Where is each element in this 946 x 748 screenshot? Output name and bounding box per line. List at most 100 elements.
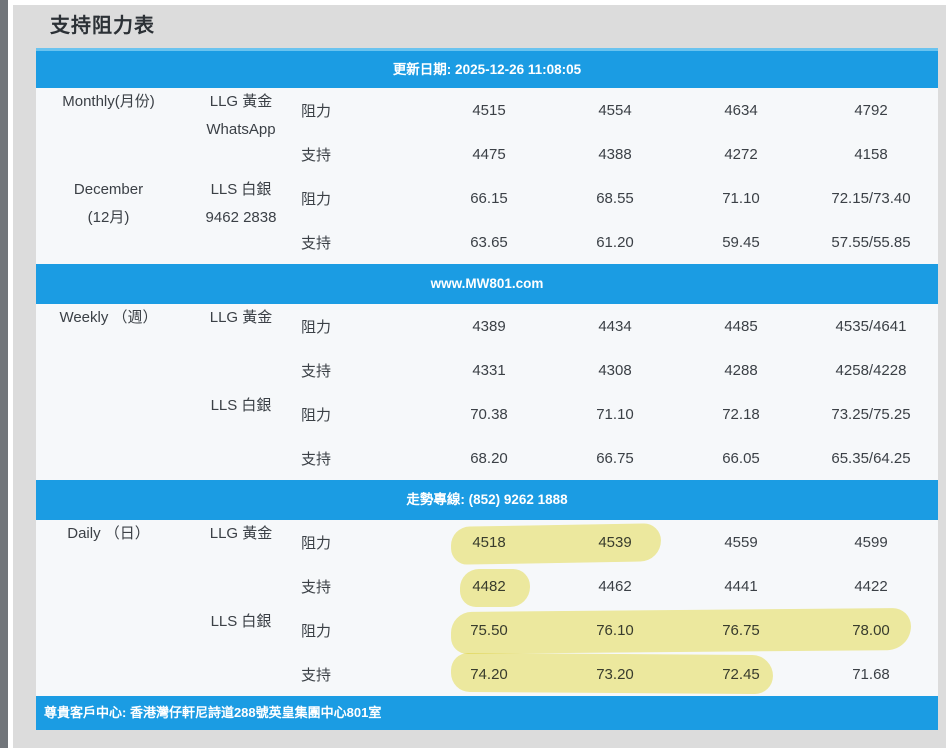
value-cell: 78.00 (852, 621, 890, 639)
hotline-banner: 走勢專線: (852) 9262 1888 (36, 480, 938, 520)
table-row: 支持 4475 4388 4272 4158 (36, 132, 938, 176)
value-cell: 76.10 (596, 621, 634, 639)
value-cell: 4331 (472, 361, 506, 379)
value-cell: 4258/4228 (835, 361, 907, 379)
table-row: 支持 4331 4308 4288 4258/4228 (36, 348, 938, 392)
value-cell: 4475 (472, 145, 506, 163)
row-type-label: 支持 (301, 146, 332, 164)
product-cell: LLS 白銀 (181, 608, 301, 696)
value-cell: 4308 (598, 361, 632, 379)
value-cell: 4434 (598, 317, 632, 335)
value-cell: 4559 (724, 533, 758, 551)
value-cell: 4272 (724, 145, 758, 163)
table-row: LLS 白銀 阻力 75.50 76.10 76.75 78.00 (36, 608, 938, 652)
value-cell: 66.75 (596, 449, 634, 467)
value-cell: 4539 (598, 533, 632, 551)
product-line: LLG 黃金 (209, 93, 273, 110)
period-cell (36, 608, 181, 696)
hotline-text: 走勢專線: (852) 9262 1888 (406, 492, 568, 507)
table-row: 支持 68.20 66.75 66.05 65.35/64.25 (36, 436, 938, 480)
update-date-banner: 更新日期: 2025-12-26 11:08:05 (36, 48, 938, 88)
row-type-label: 阻力 (301, 102, 332, 120)
value-cell: 4389 (472, 317, 506, 335)
value-cell: 75.50 (470, 621, 508, 639)
value-cell: 4422 (854, 577, 888, 595)
support-resistance-table: 更新日期: 2025-12-26 11:08:05 Monthly(月份) LL… (36, 48, 938, 730)
address-banner: 尊貴客戶中心: 香港灣仔軒尼詩道288號英皇集團中心801室 (36, 696, 938, 730)
table-row: Daily （日） LLG 黃金 阻力 4518 4539 4559 4599 (36, 520, 938, 564)
table-row: 支持 63.65 61.20 59.45 57.55/55.85 (36, 220, 938, 264)
value-cell: 4388 (598, 145, 632, 163)
value-cell: 68.55 (596, 189, 634, 207)
value-cell: 4462 (598, 577, 632, 595)
product-cell: LLS 白銀 9462 2838 (181, 176, 301, 264)
product-line: LLG 黃金 (209, 525, 273, 542)
period-cell: Monthly(月份) (36, 88, 181, 176)
value-cell: 72.15/73.40 (831, 189, 911, 207)
left-scroll-strip[interactable] (0, 0, 8, 748)
period-cell: Weekly （週） (36, 304, 181, 392)
daily-section-table: Daily （日） LLG 黃金 阻力 4518 4539 4559 4599 … (36, 520, 938, 696)
value-cell: 61.20 (596, 233, 634, 251)
value-cell: 71.10 (596, 405, 634, 423)
value-cell: 63.65 (470, 233, 508, 251)
value-cell: 72.18 (722, 405, 760, 423)
product-line: LLS 白銀 (210, 181, 272, 198)
row-type-label: 支持 (301, 578, 332, 596)
row-type-label: 阻力 (301, 622, 332, 640)
product-cell: LLG 黃金 WhatsApp (181, 88, 301, 176)
value-cell: 4634 (724, 101, 758, 119)
value-cell: 4485 (724, 317, 758, 335)
value-cell: 57.55/55.85 (831, 233, 911, 251)
value-cell: 65.35/64.25 (831, 449, 911, 467)
value-cell: 73.20 (596, 665, 634, 683)
website-text: www.MW801.com (430, 276, 544, 291)
value-cell: 73.25/75.25 (831, 405, 911, 423)
value-cell: 66.15 (470, 189, 508, 207)
product-line: LLG 黃金 (209, 309, 273, 326)
value-cell: 4792 (854, 101, 888, 119)
row-type-label: 支持 (301, 450, 332, 468)
period-line: Monthly(月份) (62, 93, 155, 110)
website-banner: www.MW801.com (36, 264, 938, 304)
value-cell: 4535/4641 (835, 317, 907, 335)
value-cell: 4515 (472, 101, 506, 119)
row-type-label: 阻力 (301, 318, 332, 336)
value-cell: 72.45 (722, 665, 760, 683)
value-cell: 4518 (472, 533, 506, 551)
value-cell: 76.75 (722, 621, 760, 639)
period-line: Weekly （週） (59, 309, 158, 326)
value-cell: 59.45 (722, 233, 760, 251)
period-line: (12月) (87, 209, 130, 226)
row-type-label: 支持 (301, 234, 332, 252)
value-cell: 70.38 (470, 405, 508, 423)
row-type-label: 阻力 (301, 190, 332, 208)
value-cell: 4288 (724, 361, 758, 379)
value-cell: 74.20 (470, 665, 508, 683)
value-cell: 4482 (472, 577, 506, 595)
product-cell: LLG 黃金 (181, 304, 301, 392)
monthly-section-table: Monthly(月份) LLG 黃金 WhatsApp 阻力 4515 4554… (36, 88, 938, 264)
product-cell: LLS 白銀 (181, 392, 301, 480)
table-row: Monthly(月份) LLG 黃金 WhatsApp 阻力 4515 4554… (36, 88, 938, 138)
product-line: LLS 白銀 (210, 397, 272, 414)
table-row: Weekly （週） LLG 黃金 阻力 4389 4434 4485 4535… (36, 304, 938, 348)
row-type-label: 支持 (301, 666, 332, 684)
value-cell: 68.20 (470, 449, 508, 467)
page-title: 支持阻力表 (50, 15, 155, 37)
period-line: Daily （日） (67, 525, 150, 542)
product-line: WhatsApp (206, 121, 276, 138)
weekly-section-table: Weekly （週） LLG 黃金 阻力 4389 4434 4485 4535… (36, 304, 938, 480)
value-cell: 66.05 (722, 449, 760, 467)
value-cell: 4158 (854, 145, 888, 163)
row-type-label: 阻力 (301, 534, 332, 552)
row-type-label: 阻力 (301, 406, 332, 424)
table-row: December (12月) LLS 白銀 9462 2838 阻力 66.15… (36, 176, 938, 226)
main-content: 支持阻力表 更新日期: 2025-12-26 11:08:05 Monthly(… (36, 5, 938, 730)
period-cell: December (12月) (36, 176, 181, 264)
product-line: LLS 白銀 (210, 613, 272, 630)
period-cell (36, 392, 181, 480)
product-cell: LLG 黃金 (181, 520, 301, 608)
value-cell: 71.10 (722, 189, 760, 207)
update-date-text: 更新日期: 2025-12-26 11:08:05 (392, 62, 582, 77)
